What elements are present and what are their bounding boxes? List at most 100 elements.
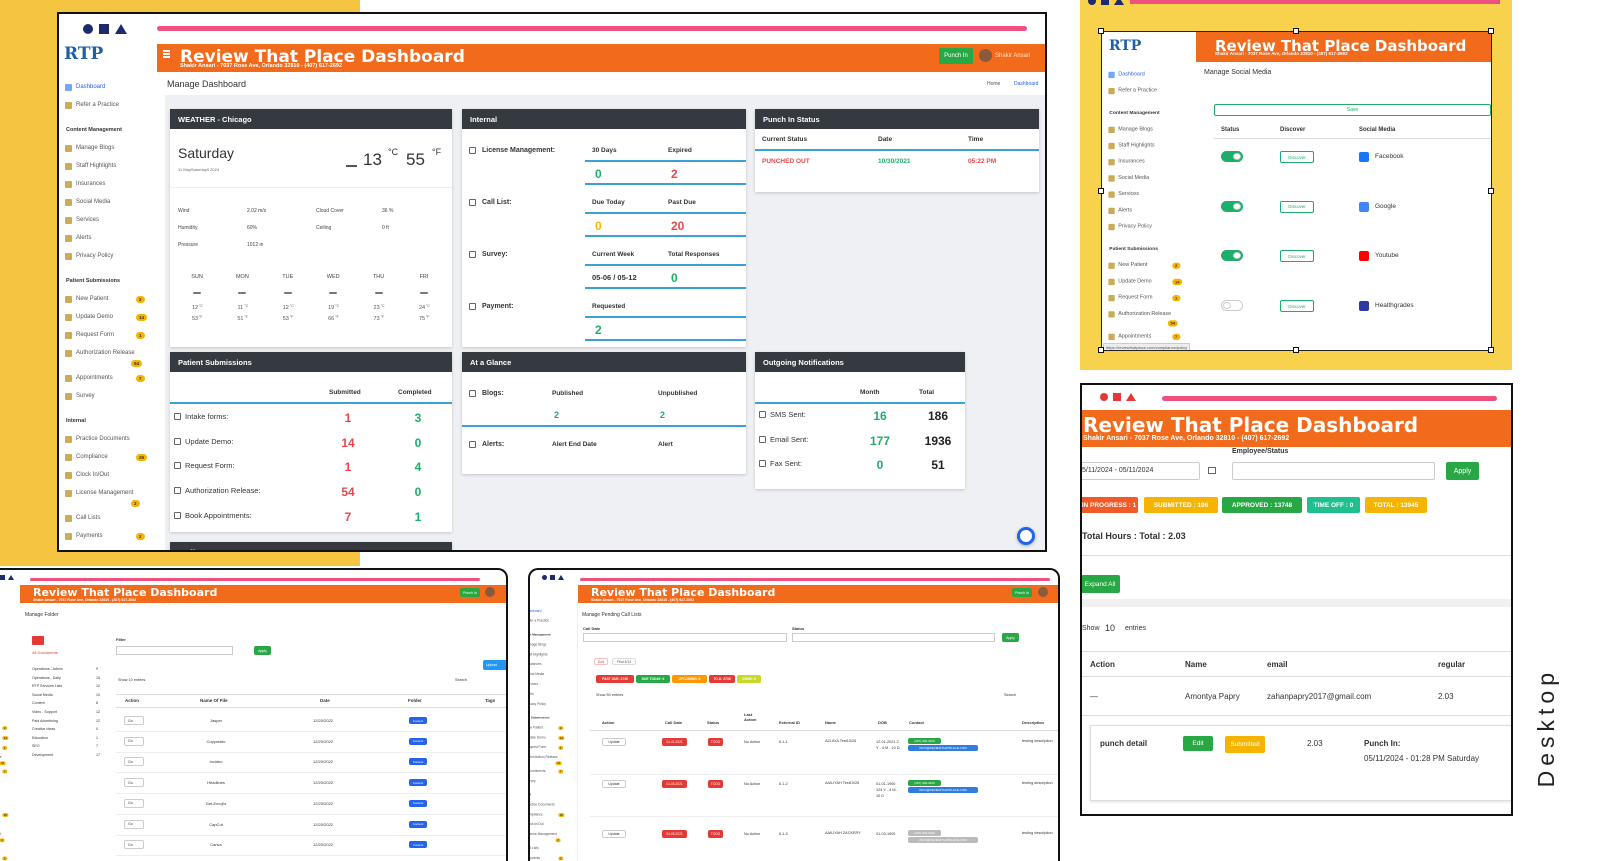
sidebar-item[interactable]: Privacy Policy xyxy=(530,702,546,706)
phone-pill[interactable]: (407) 000-0425 xyxy=(908,738,941,744)
sidebar-item[interactable]: Refer a Practice xyxy=(1118,88,1158,94)
sidebar-item[interactable]: Practice Documents xyxy=(530,803,555,807)
toggle[interactable] xyxy=(1221,300,1243,312)
status-pill[interactable]: UPCOMING: 0 xyxy=(672,675,707,683)
folder-badge[interactable]: Content xyxy=(409,737,427,745)
upload-button[interactable]: Upload xyxy=(483,660,506,670)
discover-button[interactable]: Discover xyxy=(1280,250,1314,263)
update-button[interactable]: Update xyxy=(602,738,626,746)
sidebar-item[interactable]: Manage Blogs xyxy=(76,145,115,151)
sidebar-item[interactable]: Clock In/Out xyxy=(76,472,110,478)
status-pill[interactable]: DUE TODAY: 0 xyxy=(636,675,670,683)
toggle[interactable] xyxy=(1221,151,1243,162)
status-pill[interactable]: IN PROGRESS : 1 xyxy=(1082,497,1138,513)
sidebar-item[interactable]: Refer a Practice xyxy=(530,619,550,623)
go-button[interactable]: Go xyxy=(124,840,144,850)
punch-in-button[interactable]: Punch In xyxy=(1012,588,1032,597)
sidebar-item[interactable]: New Patient xyxy=(76,296,109,302)
sidebar-item[interactable]: License Management xyxy=(0,833,1,837)
sidebar-item[interactable]: Update Demo xyxy=(530,736,546,740)
sidebar-item[interactable]: Privacy Policy xyxy=(1118,223,1152,230)
sidebar-item[interactable]: Staff Highlights xyxy=(1118,142,1155,149)
apply-button[interactable]: Apply xyxy=(1002,633,1019,642)
go-button[interactable]: Go xyxy=(124,716,144,725)
discover-button[interactable]: Discover xyxy=(1280,151,1314,163)
sidebar-item[interactable]: Payments xyxy=(530,856,541,860)
sidebar-item[interactable]: Social Media xyxy=(530,672,545,677)
folder-badge[interactable]: Content xyxy=(409,717,427,724)
sidebar-item[interactable]: Dashboard xyxy=(76,84,106,90)
sidebar-item[interactable]: Authorization Release xyxy=(76,350,135,356)
go-button[interactable]: Go xyxy=(124,778,144,788)
status-badge[interactable]: Submitted xyxy=(1225,736,1265,753)
sidebar-item[interactable]: Survey xyxy=(530,779,536,783)
sidebar-item[interactable]: Compliance xyxy=(530,813,543,817)
globe-button[interactable] xyxy=(1017,527,1035,545)
sidebar-item[interactable]: Staff Highlights xyxy=(76,163,117,169)
save-bar[interactable]: Save xyxy=(1214,104,1491,116)
discover-button[interactable]: Discover xyxy=(1280,300,1314,313)
sidebar-item[interactable]: Call Lists xyxy=(530,846,539,850)
expand-button[interactable]: Expand All xyxy=(1082,575,1120,593)
status-pill[interactable]: TODO xyxy=(708,780,723,788)
sidebar-item[interactable]: Services xyxy=(1118,191,1140,197)
sidebar-item[interactable]: Appointments xyxy=(1118,333,1152,340)
sidebar-item[interactable]: Request Form xyxy=(76,332,115,338)
sidebar-item[interactable]: Insurances xyxy=(1118,159,1145,165)
sidebar-item[interactable]: Dashboard xyxy=(530,609,542,613)
sidebar-item[interactable]: Privacy Policy xyxy=(76,253,114,259)
status-pill[interactable]: TOTAL : 13945 xyxy=(1365,497,1427,513)
folder-badge[interactable]: Content xyxy=(409,779,427,787)
sidebar-item[interactable]: Authorization Release xyxy=(530,755,558,760)
email-pill[interactable]: INFO@REVIEWTHATPLACE.COM xyxy=(908,745,978,751)
edit-button[interactable]: Edit xyxy=(1183,736,1213,751)
sidebar-item[interactable]: New Patient xyxy=(530,726,544,730)
status-pill[interactable]: TO-D: 2736 xyxy=(709,675,735,683)
sidebar-item[interactable]: Appointments xyxy=(530,769,546,773)
go-button[interactable]: Go xyxy=(124,798,144,808)
sidebar-item[interactable]: Call Lists xyxy=(76,515,101,521)
sidebar-item[interactable]: Practice Documents xyxy=(76,436,130,442)
email-pill[interactable]: INFO@REVIEWTHATPLACE.COM xyxy=(908,837,978,843)
date-pill[interactable]: 04-05-2021 xyxy=(662,780,687,788)
status-pill[interactable]: PAST DUE: 2736 xyxy=(596,675,634,683)
sidebar-item[interactable]: Refer a Practice xyxy=(76,102,120,108)
sidebar-item[interactable]: New Patient xyxy=(1118,262,1148,268)
sidebar-item[interactable]: Social Media xyxy=(1118,175,1150,181)
sidebar-item[interactable]: Services xyxy=(76,217,100,223)
sidebar-item[interactable]: Manage Blogs xyxy=(530,643,547,647)
sidebar-item[interactable]: Services xyxy=(530,682,539,687)
date-pill[interactable]: 04-05-2021 xyxy=(662,830,687,838)
go-button[interactable]: Go xyxy=(124,819,144,829)
sidebar-item[interactable]: Insurances xyxy=(76,181,106,187)
toggle[interactable] xyxy=(1221,200,1243,212)
sidebar-item[interactable]: Alerts xyxy=(1118,207,1133,214)
sidebar-item[interactable]: Appointments xyxy=(76,375,113,381)
status-pill[interactable]: TIME OFF : 0 xyxy=(1307,497,1360,513)
phone-pill[interactable]: (407) 000-0425 xyxy=(908,780,941,786)
sidebar-item[interactable]: Insurances xyxy=(530,662,542,667)
sidebar-item[interactable]: License Management xyxy=(76,490,134,496)
punch-in-button[interactable]: Punch In xyxy=(939,48,973,64)
punch-in-button[interactable]: Punch In xyxy=(460,588,480,597)
folder-badge[interactable]: Content xyxy=(409,841,427,849)
folder-badge[interactable]: Content xyxy=(409,820,427,828)
sidebar-item[interactable]: Update Demo xyxy=(1118,278,1152,285)
sidebar-item[interactable]: Clock In/Out xyxy=(530,823,544,827)
update-button[interactable]: Update xyxy=(602,780,626,788)
phone-pill[interactable]: (407) 000-0425 xyxy=(908,830,941,836)
sidebar-item[interactable]: Alerts xyxy=(76,235,92,241)
update-button[interactable]: Update xyxy=(602,830,626,838)
go-button[interactable]: Go xyxy=(124,757,144,767)
sidebar-item[interactable]: Compliance xyxy=(76,454,108,460)
status-pill[interactable]: TODO xyxy=(708,738,723,746)
date-pill[interactable]: 04-01-2021 xyxy=(662,738,687,746)
sidebar-item[interactable]: Authorization Release xyxy=(1118,311,1172,317)
go-button[interactable]: Go xyxy=(124,736,144,746)
sidebar-item[interactable]: Update Demo xyxy=(76,314,114,320)
sidebar-item[interactable]: Request Form xyxy=(1118,295,1153,301)
sort-button[interactable]: Sort xyxy=(594,658,608,665)
sidebar-item[interactable]: License Management xyxy=(530,832,557,837)
apply-button[interactable]: Apply xyxy=(1446,462,1479,480)
sidebar-item[interactable]: Survey xyxy=(1118,350,1135,351)
